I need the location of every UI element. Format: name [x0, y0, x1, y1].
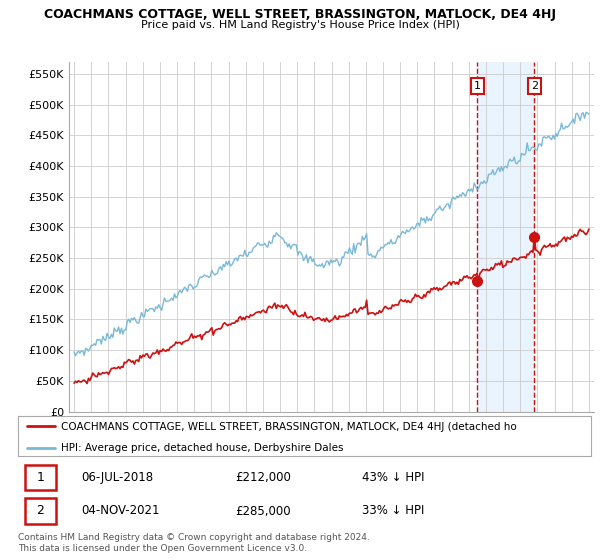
- Text: 1: 1: [474, 81, 481, 91]
- FancyBboxPatch shape: [25, 498, 56, 524]
- Text: 33% ↓ HPI: 33% ↓ HPI: [362, 505, 424, 517]
- Text: Price paid vs. HM Land Registry's House Price Index (HPI): Price paid vs. HM Land Registry's House …: [140, 20, 460, 30]
- Bar: [478, 62, 535, 412]
- Text: £212,000: £212,000: [236, 471, 292, 484]
- Text: 06-JUL-2018: 06-JUL-2018: [81, 471, 153, 484]
- Text: 43% ↓ HPI: 43% ↓ HPI: [362, 471, 424, 484]
- Text: COACHMANS COTTAGE, WELL STREET, BRASSINGTON, MATLOCK, DE4 4HJ: COACHMANS COTTAGE, WELL STREET, BRASSING…: [44, 8, 556, 21]
- Text: COACHMANS COTTAGE, WELL STREET, BRASSINGTON, MATLOCK, DE4 4HJ (detached ho: COACHMANS COTTAGE, WELL STREET, BRASSING…: [61, 422, 517, 432]
- Text: 1: 1: [37, 471, 44, 484]
- FancyBboxPatch shape: [25, 465, 56, 490]
- Text: HPI: Average price, detached house, Derbyshire Dales: HPI: Average price, detached house, Derb…: [61, 444, 343, 454]
- Text: 2: 2: [531, 81, 538, 91]
- Text: Contains HM Land Registry data © Crown copyright and database right 2024.
This d: Contains HM Land Registry data © Crown c…: [18, 533, 370, 553]
- Text: £285,000: £285,000: [236, 505, 292, 517]
- Text: 04-NOV-2021: 04-NOV-2021: [81, 505, 160, 517]
- Text: 2: 2: [37, 505, 44, 517]
